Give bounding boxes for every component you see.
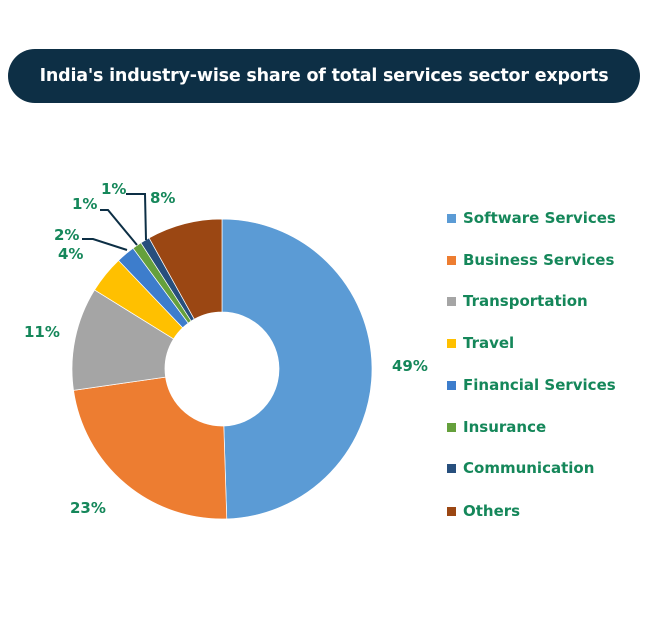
legend-swatch [447,296,456,306]
legend-label: Others [463,502,521,520]
legend-item-others: Others [447,501,520,521]
legend-item-communication: Communication [447,458,594,478]
legend-swatch [447,213,456,223]
legend-label: Communication [463,459,595,477]
legend-label: Insurance [463,418,547,436]
legend-label: Travel [463,334,515,352]
data-label-financial: 2% [54,226,79,244]
legend-label: Transportation [463,292,588,310]
data-label-business: 23% [70,499,106,517]
data-label-others: 8% [150,189,175,207]
legend-label: Business Services [463,251,615,269]
slice-business-services [73,376,228,520]
data-label-software: 49% [392,357,428,375]
legend-swatch [447,255,456,265]
legend-item-business-services: Business Services [447,250,614,270]
leader-line-insurance [100,209,138,246]
legend-label: Financial Services [463,376,616,394]
legend-swatch [447,506,456,516]
chart-title-banner: India's industry-wise share of total ser… [8,49,640,103]
data-label-transportation: 11% [24,323,60,341]
legend-swatch [447,338,456,348]
leader-line-communication [126,193,147,241]
legend-item-financial-services: Financial Services [447,375,616,395]
slice-software-services [221,218,373,520]
legend-item-insurance: Insurance [447,417,546,437]
legend-swatch [447,380,456,390]
data-label-travel: 4% [58,245,83,263]
chart-title: India's industry-wise share of total ser… [39,66,609,86]
legend-item-software-services: Software Services [447,208,616,228]
data-label-communication: 1% [101,180,126,198]
legend-item-transportation: Transportation [447,291,588,311]
legend-item-travel: Travel [447,333,514,353]
legend-label: Software Services [463,209,616,227]
slice-others [148,218,223,320]
leader-line-financial [82,238,128,251]
legend-swatch [447,422,456,432]
legend-swatch [447,463,456,473]
data-label-insurance: 1% [72,195,97,213]
